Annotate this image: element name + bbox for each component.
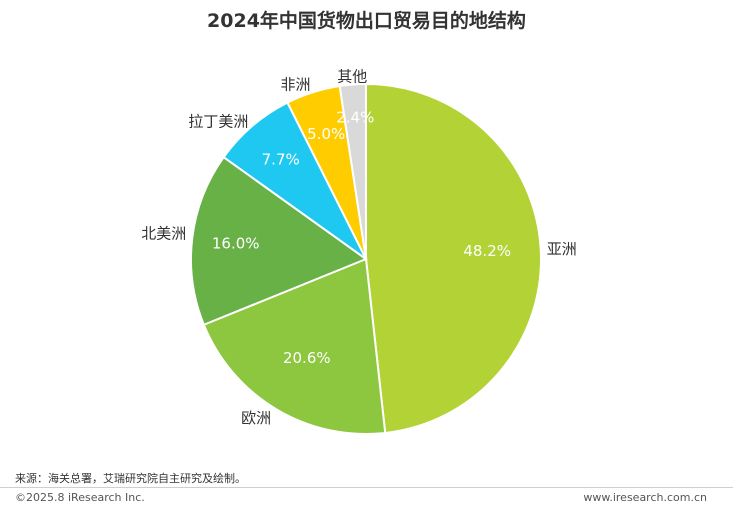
category-label-5: 其他 xyxy=(337,68,367,86)
category-label-3: 拉丁美洲 xyxy=(188,112,248,130)
category-label-1: 欧洲 xyxy=(241,409,271,427)
copyright: ©2025.8 iResearch Inc. xyxy=(15,491,145,504)
pie-slice-5 xyxy=(338,82,367,260)
footer-divider xyxy=(0,487,733,488)
value-label-5: 2.4% xyxy=(336,109,374,127)
pie-slice-1 xyxy=(202,257,387,435)
value-label-0: 48.2% xyxy=(463,242,511,260)
site-url[interactable]: www.iresearch.com.cn xyxy=(583,491,707,504)
pie-slice-0 xyxy=(365,82,542,435)
value-label-4: 5.0% xyxy=(307,125,345,143)
value-label-2: 16.0% xyxy=(212,235,260,253)
value-label-1: 20.6% xyxy=(283,349,331,367)
category-label-0: 亚洲 xyxy=(547,240,577,258)
category-label-4: 非洲 xyxy=(280,76,310,94)
pie-slice-2 xyxy=(190,155,369,327)
source-note: 来源：海关总署，艾瑞研究院自主研究及绘制。 xyxy=(15,472,246,485)
value-label-3: 7.7% xyxy=(262,150,300,168)
category-label-2: 北美洲 xyxy=(141,225,186,243)
chart-title: 2024年中国货物出口贸易目的地结构 xyxy=(207,10,526,32)
